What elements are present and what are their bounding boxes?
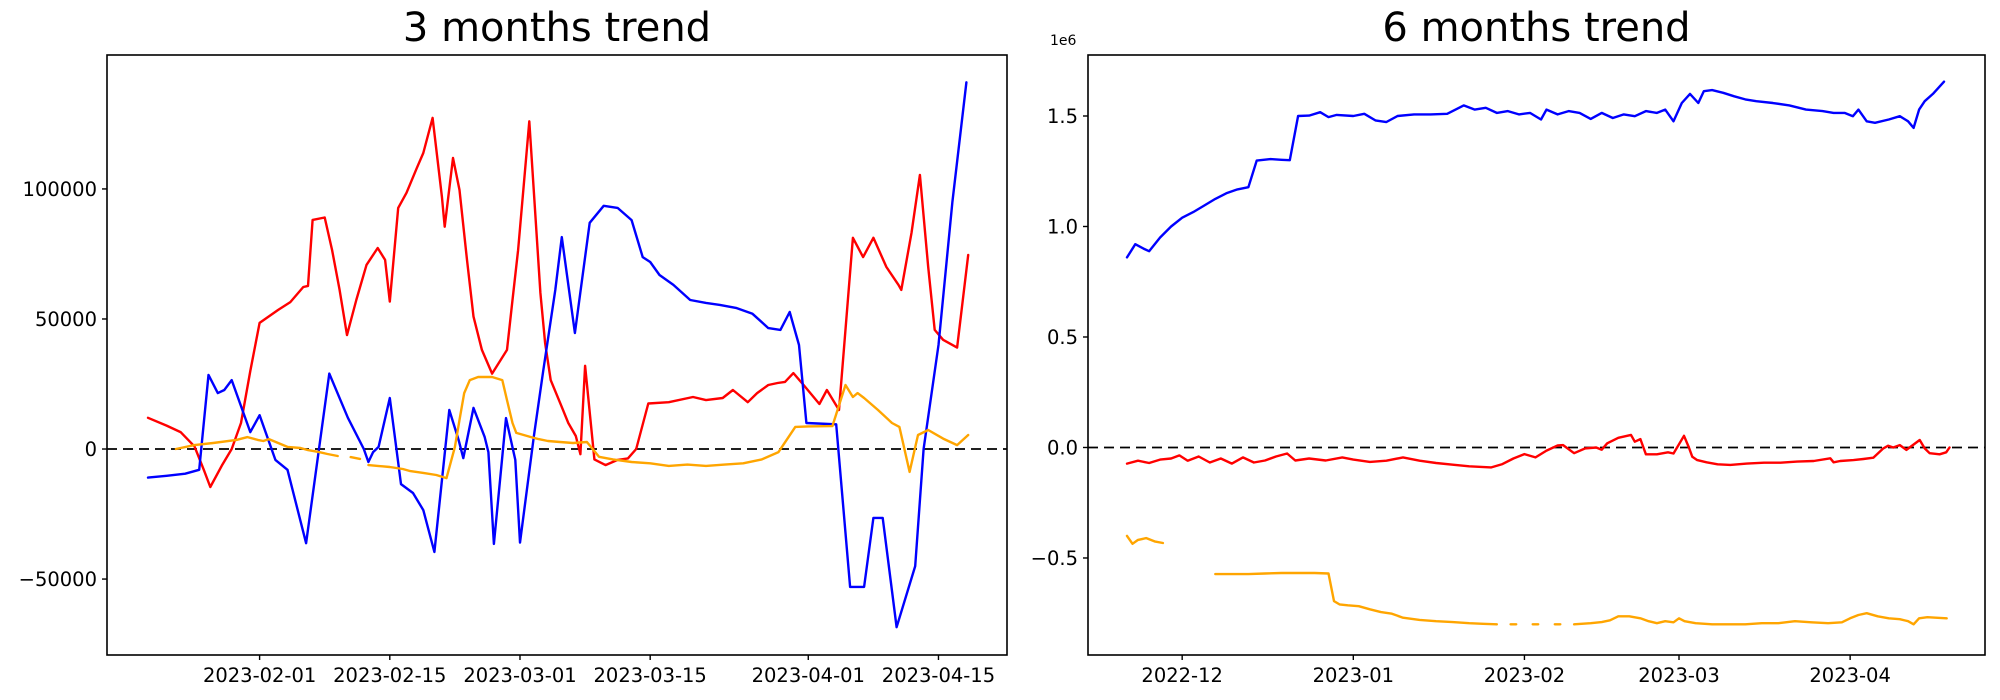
y-tick-label: 1.0 xyxy=(1047,215,1078,238)
x-tick-label: 2023-03-01 xyxy=(463,664,576,687)
chart-title-6-months: 6 months trend xyxy=(1382,5,1691,51)
y-tick-label: −0.5 xyxy=(1031,547,1078,570)
y-tick-label: 1.5 xyxy=(1047,105,1078,128)
y-tick-label: −50000 xyxy=(19,568,97,591)
orange-series-line xyxy=(1214,571,1499,626)
y-tick-label: 50000 xyxy=(35,308,97,331)
x-tick-label: 2023-04-01 xyxy=(752,664,865,687)
x-tick-label: 2023-04-15 xyxy=(882,664,995,687)
blue-series-line xyxy=(1125,80,1946,259)
y-tick-label: 0.5 xyxy=(1047,326,1078,349)
orange-series-line xyxy=(1125,534,1165,545)
x-tick-label: 2023-02-01 xyxy=(203,664,316,687)
orange-series-line xyxy=(174,435,339,458)
x-tick-label: 2023-03 xyxy=(1638,664,1719,687)
y-tick-label: 0 xyxy=(85,438,97,461)
orange-series-line xyxy=(349,455,362,461)
axes-frame xyxy=(106,54,1008,656)
y-tick-label: 0.0 xyxy=(1047,436,1078,459)
x-tick-label: 2023-04 xyxy=(1809,664,1890,687)
y-axis-offset-label: 1e6 xyxy=(1050,33,1077,49)
axes-frame xyxy=(1087,54,1986,656)
blue-series-line xyxy=(146,81,968,629)
x-tick-label: 2023-03-15 xyxy=(594,664,707,687)
orange-series-line xyxy=(1572,612,1948,626)
x-tick-label: 2023-02 xyxy=(1484,664,1565,687)
orange-series-line xyxy=(367,375,970,480)
red-series-line xyxy=(1125,433,1951,469)
chart-title-3-months: 3 months trend xyxy=(402,5,712,51)
x-tick-label: 2022-12 xyxy=(1141,664,1222,687)
y-tick-label: 100000 xyxy=(23,178,97,201)
x-tick-label: 2023-01 xyxy=(1313,664,1394,687)
red-series-line xyxy=(146,116,970,489)
x-tick-label: 2023-02-15 xyxy=(333,664,446,687)
